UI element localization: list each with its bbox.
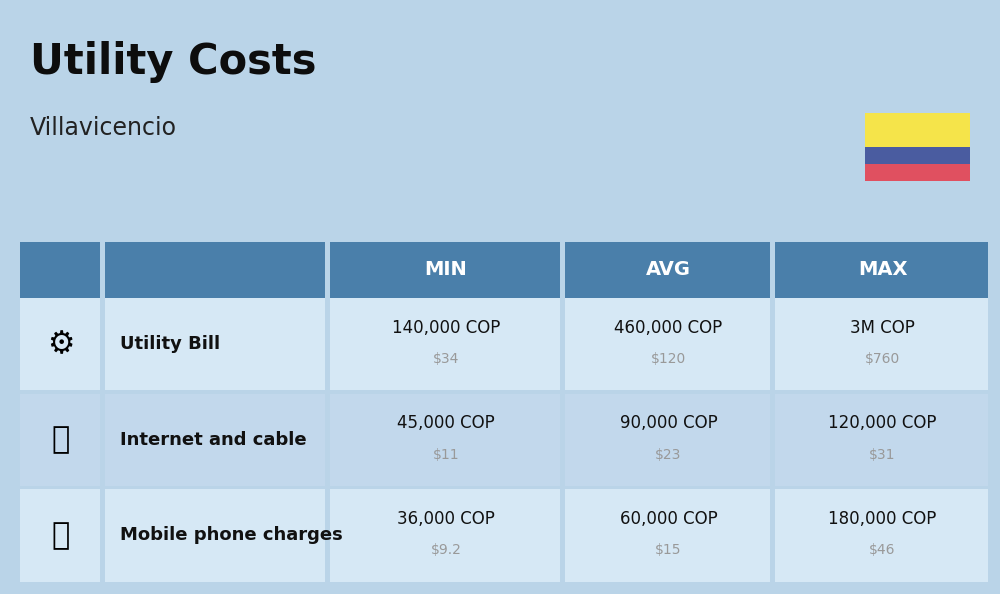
Text: $760: $760	[865, 352, 900, 366]
Bar	[105, 242, 325, 298]
Text: $15: $15	[655, 544, 682, 557]
Bar	[330, 242, 560, 298]
Text: $31: $31	[869, 448, 896, 462]
Text: Utility Bill: Utility Bill	[120, 335, 220, 353]
Bar	[330, 394, 560, 486]
Text: 180,000 COP: 180,000 COP	[828, 510, 937, 528]
Bar	[565, 242, 770, 298]
Bar	[330, 298, 560, 390]
Bar	[865, 147, 970, 164]
Bar	[865, 113, 970, 147]
Text: 60,000 COP: 60,000 COP	[620, 510, 717, 528]
Bar	[20, 242, 100, 298]
Text: $120: $120	[651, 352, 686, 366]
Bar	[105, 298, 325, 390]
Bar	[105, 394, 325, 486]
Text: 45,000 COP: 45,000 COP	[397, 414, 495, 432]
Text: 140,000 COP: 140,000 COP	[392, 318, 500, 337]
Bar	[565, 298, 770, 390]
Text: 36,000 COP: 36,000 COP	[397, 510, 495, 528]
Bar	[330, 489, 560, 582]
Text: Mobile phone charges: Mobile phone charges	[120, 526, 343, 545]
Text: Internet and cable: Internet and cable	[120, 431, 307, 449]
Text: MAX: MAX	[858, 261, 907, 279]
Text: $9.2: $9.2	[431, 544, 461, 557]
Bar	[775, 394, 988, 486]
Text: ⚙: ⚙	[47, 330, 75, 359]
Bar	[20, 489, 100, 582]
Bar	[20, 394, 100, 486]
Text: Utility Costs: Utility Costs	[30, 42, 316, 83]
Text: $46: $46	[869, 544, 896, 557]
Text: $11: $11	[433, 448, 459, 462]
Text: 📱: 📱	[52, 521, 70, 550]
Bar	[865, 164, 970, 181]
Text: AVG: AVG	[646, 261, 691, 279]
Bar	[775, 489, 988, 582]
Text: 460,000 COP: 460,000 COP	[614, 318, 723, 337]
Text: 📶: 📶	[52, 425, 70, 454]
Text: Villavicencio: Villavicencio	[30, 116, 177, 140]
Text: MIN: MIN	[425, 261, 467, 279]
Text: 3M COP: 3M COP	[850, 318, 915, 337]
Text: $23: $23	[655, 448, 682, 462]
Bar	[20, 298, 100, 390]
Bar	[565, 394, 770, 486]
Bar	[775, 242, 988, 298]
Text: 90,000 COP: 90,000 COP	[620, 414, 717, 432]
Bar	[565, 489, 770, 582]
Bar	[775, 298, 988, 390]
Text: 120,000 COP: 120,000 COP	[828, 414, 937, 432]
Bar	[105, 489, 325, 582]
Text: $34: $34	[433, 352, 459, 366]
